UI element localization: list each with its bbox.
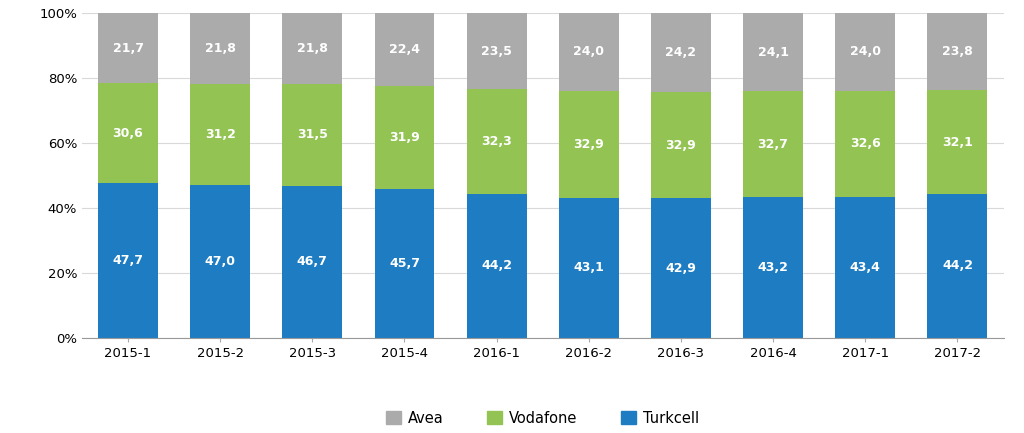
Text: 23,8: 23,8 bbox=[942, 45, 973, 58]
Text: 32,6: 32,6 bbox=[850, 137, 881, 150]
Text: 31,9: 31,9 bbox=[389, 131, 420, 144]
Bar bbox=[651, 13, 711, 92]
Bar bbox=[190, 84, 250, 185]
Text: 43,4: 43,4 bbox=[850, 261, 881, 274]
Bar bbox=[283, 84, 342, 186]
Text: 32,3: 32,3 bbox=[481, 135, 512, 148]
Bar bbox=[928, 194, 987, 338]
Bar bbox=[559, 91, 618, 198]
Bar bbox=[651, 198, 711, 338]
Bar bbox=[467, 194, 526, 338]
Text: 43,1: 43,1 bbox=[573, 261, 604, 274]
Bar bbox=[743, 13, 803, 91]
Text: 32,1: 32,1 bbox=[942, 136, 973, 149]
Text: 42,9: 42,9 bbox=[666, 262, 696, 275]
Text: 24,1: 24,1 bbox=[758, 45, 788, 58]
Text: 24,0: 24,0 bbox=[850, 45, 881, 58]
Bar bbox=[928, 90, 987, 194]
Text: 45,7: 45,7 bbox=[389, 257, 420, 270]
Text: 44,2: 44,2 bbox=[942, 259, 973, 272]
Text: 21,8: 21,8 bbox=[205, 42, 236, 55]
Legend: Avea, Vodafone, Turkcell: Avea, Vodafone, Turkcell bbox=[379, 404, 707, 433]
Bar bbox=[375, 13, 434, 86]
Bar bbox=[98, 84, 158, 183]
Bar bbox=[283, 13, 342, 84]
Text: 23,5: 23,5 bbox=[481, 45, 512, 58]
Text: 44,2: 44,2 bbox=[481, 259, 512, 272]
Bar bbox=[375, 189, 434, 338]
Bar bbox=[743, 91, 803, 197]
Text: 47,0: 47,0 bbox=[205, 255, 236, 268]
Text: 32,9: 32,9 bbox=[573, 138, 604, 151]
Bar bbox=[836, 13, 895, 91]
Text: 21,8: 21,8 bbox=[297, 42, 328, 55]
Bar bbox=[98, 183, 158, 338]
Text: 32,9: 32,9 bbox=[666, 139, 696, 152]
Text: 31,5: 31,5 bbox=[297, 129, 328, 142]
Bar bbox=[467, 89, 526, 194]
Text: 22,4: 22,4 bbox=[389, 43, 420, 56]
Text: 43,2: 43,2 bbox=[758, 261, 788, 274]
Text: 24,2: 24,2 bbox=[666, 46, 696, 59]
Text: 46,7: 46,7 bbox=[297, 255, 328, 268]
Bar bbox=[375, 86, 434, 189]
Text: 32,7: 32,7 bbox=[758, 138, 788, 151]
Bar bbox=[467, 13, 526, 89]
Text: 21,7: 21,7 bbox=[113, 42, 143, 55]
Text: 47,7: 47,7 bbox=[113, 254, 143, 267]
Text: 31,2: 31,2 bbox=[205, 128, 236, 141]
Bar bbox=[98, 13, 158, 84]
Text: 30,6: 30,6 bbox=[113, 126, 143, 140]
Bar bbox=[559, 198, 618, 338]
Bar bbox=[928, 13, 987, 90]
Bar bbox=[836, 197, 895, 338]
Bar bbox=[283, 186, 342, 338]
Bar bbox=[559, 13, 618, 91]
Bar bbox=[190, 185, 250, 338]
Bar bbox=[651, 92, 711, 198]
Bar bbox=[743, 197, 803, 338]
Text: 24,0: 24,0 bbox=[573, 45, 604, 58]
Bar bbox=[190, 13, 250, 84]
Bar bbox=[836, 91, 895, 197]
